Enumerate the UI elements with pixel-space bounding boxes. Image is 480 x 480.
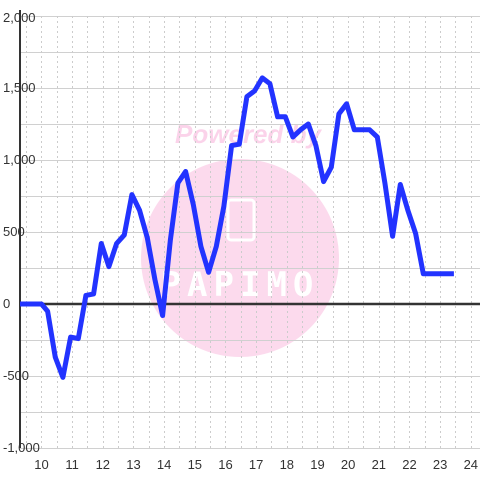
tick-labels: -1,000 -500 0 500 1,000 1,500 2,000 10 11 12 13 14 1… (3, 10, 478, 472)
x-tick-label: 13 (126, 457, 140, 472)
x-tick-label: 23 (433, 457, 447, 472)
y-tick-label: -500 (3, 368, 29, 383)
x-tick-label: 15 (188, 457, 202, 472)
x-tick-label: 19 (310, 457, 324, 472)
y-tick-label: 1,000 (3, 152, 36, 167)
x-tick-label: 14 (157, 457, 171, 472)
watermark-text-bottom: PAPIMO (161, 265, 320, 305)
watermark-text-top: Powered by (175, 119, 322, 149)
x-tick-label: 20 (341, 457, 355, 472)
x-tick-label: 22 (402, 457, 416, 472)
y-tick-label: 0 (3, 296, 10, 311)
x-tick-label: 17 (249, 457, 263, 472)
y-tick-label: -1,000 (3, 440, 40, 455)
y-tick-label: 2,000 (3, 10, 36, 25)
x-tick-label: 18 (280, 457, 294, 472)
y-tick-label: 500 (3, 224, 25, 239)
series-line-0 (20, 75, 454, 380)
watermark-circle (141, 159, 339, 357)
axes (19, 10, 480, 449)
x-tick-label: 21 (372, 457, 386, 472)
x-tick-label: 12 (96, 457, 110, 472)
watermark-phone-icon (226, 198, 256, 242)
y-tick-label: 1,500 (3, 80, 36, 95)
x-tick-label: 10 (34, 457, 48, 472)
x-tick-label: 24 (464, 457, 478, 472)
series-layer (20, 75, 454, 380)
x-tick-label: 16 (218, 457, 232, 472)
x-tick-label: 11 (65, 457, 79, 472)
